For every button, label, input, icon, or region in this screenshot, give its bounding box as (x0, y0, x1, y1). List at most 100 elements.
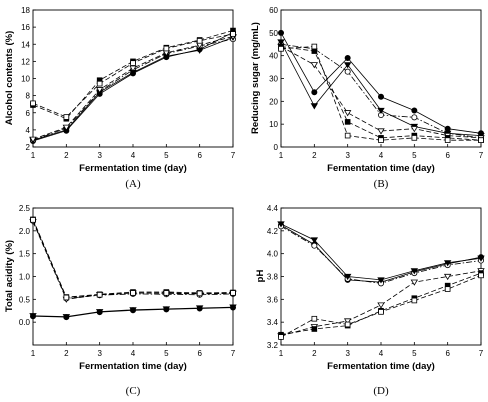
x-tick-label: 1 (279, 151, 284, 160)
y-tick-label: 0.5 (19, 295, 31, 304)
series-line (280, 43, 482, 139)
x-tick-label: 6 (445, 151, 450, 160)
data-point (377, 128, 385, 135)
data-point (311, 315, 318, 322)
y-tick-label: 14 (21, 40, 30, 49)
data-point (196, 290, 203, 297)
data-point (444, 286, 451, 292)
data-point (343, 318, 352, 325)
data-point (411, 297, 418, 304)
data-point (62, 314, 71, 321)
data-point (310, 237, 319, 244)
y-tick-label: 10 (269, 120, 278, 129)
data-point (443, 273, 452, 281)
data-point (343, 110, 352, 117)
plot-frame (32, 207, 234, 346)
data-point (162, 306, 171, 313)
data-point (344, 54, 351, 61)
x-tick-label: 1 (31, 349, 36, 358)
data-point (63, 294, 70, 301)
data-point (378, 137, 384, 143)
x-tick-label: 5 (412, 151, 417, 160)
y-tick-label: 0 (274, 143, 279, 152)
x-tick-label: 5 (412, 349, 417, 358)
data-point (277, 221, 285, 228)
y-tick-label: 3.8 (267, 273, 279, 282)
data-point (163, 290, 170, 296)
series-5 (278, 43, 484, 143)
data-point (411, 114, 418, 121)
data-point (196, 38, 203, 44)
panel-label: (B) (374, 178, 389, 190)
y-tick-label: 10 (21, 75, 30, 84)
data-point (411, 135, 418, 141)
data-point (62, 124, 71, 131)
data-point (478, 272, 484, 279)
data-point (230, 290, 236, 296)
y-axis-label: Reducing sugar (mg/mL) (250, 22, 261, 134)
y-axis-label: pH (255, 270, 266, 283)
y-tick-label: 8 (26, 92, 31, 101)
y-tick-label: 4.0 (267, 250, 279, 259)
x-tick-label: 6 (445, 349, 450, 358)
data-point (30, 217, 36, 223)
data-point (478, 137, 484, 143)
y-tick-label: 12 (21, 57, 30, 66)
x-tick-label: 1 (279, 349, 284, 358)
data-point (343, 273, 352, 281)
data-point (163, 45, 170, 52)
data-point (129, 65, 137, 72)
chart-panel-4: 1 2 3 4 5 6 7 3.2 3.4 3.6 3.8 4.0 4.2 4.4 Fermentation… (255, 204, 485, 397)
series-2 (29, 36, 236, 144)
x-tick-label: 3 (345, 349, 350, 358)
data-point (477, 255, 485, 262)
series-line (280, 32, 482, 134)
series-line (280, 41, 482, 136)
x-tick-label: 2 (64, 151, 69, 160)
y-tick-label: 1.5 (19, 250, 31, 259)
chart-panel-3: 1 2 3 4 5 6 7 0.0 0.5 1.0 1.5 2.0 2.5 Fermentation ti… (4, 204, 237, 397)
data-point (377, 93, 384, 100)
x-tick-label: 4 (379, 349, 384, 358)
panel-label: (C) (126, 385, 141, 397)
data-point (96, 80, 103, 87)
data-point (311, 43, 318, 50)
series-line (280, 224, 482, 283)
data-point (378, 309, 384, 315)
x-tick-label: 1 (31, 151, 36, 160)
x-tick-label: 2 (64, 349, 69, 358)
y-tick-label: 16 (21, 23, 30, 32)
data-point (29, 313, 37, 320)
x-tick-label: 2 (312, 151, 317, 160)
series-line (32, 219, 234, 298)
data-point (310, 103, 319, 110)
x-tick-label: 4 (379, 151, 384, 160)
x-axis-label: Fermentation time (day) (79, 361, 187, 372)
series-3 (29, 34, 237, 144)
data-point (95, 309, 104, 316)
y-tick-label: 2 (26, 143, 31, 152)
series-1 (277, 29, 484, 137)
y-tick-label: 4 (26, 126, 31, 135)
data-point (195, 305, 204, 312)
x-tick-label: 2 (312, 349, 317, 358)
data-point (63, 114, 70, 120)
data-point (377, 277, 385, 284)
data-point (230, 31, 236, 37)
y-tick-label: 2.0 (19, 227, 31, 236)
y-tick-label: 3.4 (267, 318, 279, 327)
y-axis-label: Total acidity (%) (4, 240, 15, 312)
data-point (411, 107, 418, 114)
data-point (278, 334, 284, 340)
y-tick-label: 3.6 (267, 295, 279, 304)
data-point (410, 268, 419, 275)
y-tick-label: 40 (269, 52, 278, 61)
panel-label: (A) (125, 178, 141, 190)
x-tick-label: 6 (197, 349, 202, 358)
y-tick-label: 0.0 (19, 318, 31, 327)
x-tick-label: 7 (231, 349, 236, 358)
series-line (32, 220, 234, 299)
series-6 (30, 217, 236, 301)
series-line (280, 223, 482, 281)
